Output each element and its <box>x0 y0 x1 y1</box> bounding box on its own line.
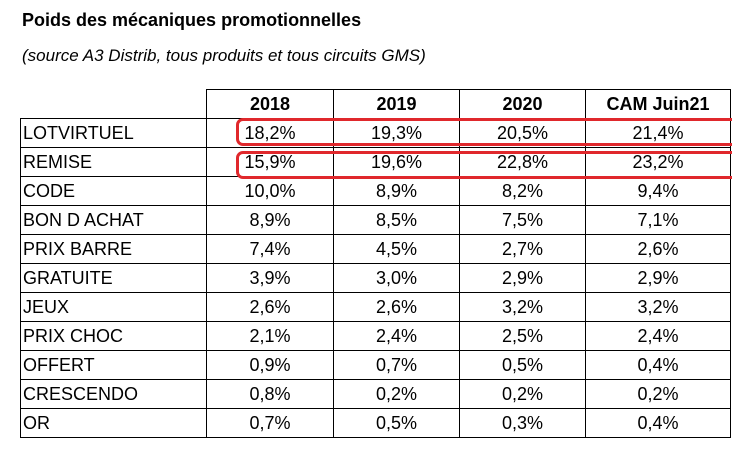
value-cell: 2,5% <box>459 321 586 351</box>
row-label: GRATUITE <box>20 263 207 293</box>
value-cell: 2,6% <box>585 234 731 264</box>
page-title: Poids des mécaniques promotionnelles <box>22 10 362 30</box>
value-cell: 9,4% <box>585 176 731 206</box>
value-cell: 7,5% <box>459 205 586 235</box>
value-cell: 0,8% <box>206 379 334 409</box>
column-header-2018: 2018 <box>206 89 334 119</box>
value-cell: 3,2% <box>585 292 731 322</box>
value-cell: 2,6% <box>333 292 460 322</box>
column-header-2019: 2019 <box>333 89 460 119</box>
value-cell: 0,4% <box>585 408 731 438</box>
value-cell: 0,7% <box>206 408 334 438</box>
row-label: LOTVIRTUEL <box>20 118 207 148</box>
promo-mechanics-table: 2018 2019 2020 CAM Juin21 LOTVIRTUEL 18,2… <box>20 89 731 438</box>
table-row: GRATUITE 3,9% 3,0% 2,9% 2,9% <box>20 263 731 293</box>
value-cell: 7,4% <box>206 234 334 264</box>
table-row: OFFERT 0,9% 0,7% 0,5% 0,4% <box>20 350 731 380</box>
row-label: CRESCENDO <box>20 379 207 409</box>
row-label: OFFERT <box>20 350 207 380</box>
table-row: CRESCENDO 0,8% 0,2% 0,2% 0,2% <box>20 379 731 409</box>
value-cell: 8,9% <box>206 205 334 235</box>
row-label: REMISE <box>20 147 207 177</box>
value-cell: 8,2% <box>459 176 586 206</box>
table-row: CODE 10,0% 8,9% 8,2% 9,4% <box>20 176 731 206</box>
table-corner-cell <box>20 89 207 119</box>
table-row: PRIX CHOC 2,1% 2,4% 2,5% 2,4% <box>20 321 731 351</box>
value-cell: 2,6% <box>206 292 334 322</box>
row-label: PRIX CHOC <box>20 321 207 351</box>
value-cell: 0,2% <box>333 379 460 409</box>
table-header-row: 2018 2019 2020 CAM Juin21 <box>20 89 731 119</box>
value-cell: 0,5% <box>459 350 586 380</box>
row-label: PRIX BARRE <box>20 234 207 264</box>
value-cell: 4,5% <box>333 234 460 264</box>
value-cell: 2,9% <box>585 263 731 293</box>
value-cell: 0,4% <box>585 350 731 380</box>
row-label: BON D ACHAT <box>20 205 207 235</box>
value-cell: 3,9% <box>206 263 334 293</box>
table-row: JEUX 2,6% 2,6% 3,2% 3,2% <box>20 292 731 322</box>
row-label: CODE <box>20 176 207 206</box>
table-row: PRIX BARRE 7,4% 4,5% 2,7% 2,6% <box>20 234 731 264</box>
value-cell: 0,2% <box>459 379 586 409</box>
row-label: JEUX <box>20 292 207 322</box>
page-subtitle: (source A3 Distrib, tous produits et tou… <box>22 46 426 65</box>
value-cell: 7,1% <box>585 205 731 235</box>
value-cell: 8,9% <box>333 176 460 206</box>
value-cell: 2,4% <box>585 321 731 351</box>
column-header-cam-juin21: CAM Juin21 <box>585 89 731 119</box>
value-cell: 2,9% <box>459 263 586 293</box>
value-cell: 2,4% <box>333 321 460 351</box>
value-cell: 0,7% <box>333 350 460 380</box>
table-body: LOTVIRTUEL 18,2% 19,3% 20,5% 21,4% REMISE 15,9… <box>20 118 731 438</box>
highlight-box-remise <box>236 151 732 179</box>
row-label: OR <box>20 408 207 438</box>
table-row: OR 0,7% 0,5% 0,3% 0,4% <box>20 408 731 438</box>
value-cell: 0,2% <box>585 379 731 409</box>
value-cell: 0,9% <box>206 350 334 380</box>
value-cell: 8,5% <box>333 205 460 235</box>
column-header-2020: 2020 <box>459 89 586 119</box>
value-cell: 2,1% <box>206 321 334 351</box>
table-row: BON D ACHAT 8,9% 8,5% 7,5% 7,1% <box>20 205 731 235</box>
value-cell: 0,5% <box>333 408 460 438</box>
highlight-box-lotvirtuel <box>236 118 732 146</box>
value-cell: 3,2% <box>459 292 586 322</box>
value-cell: 0,3% <box>459 408 586 438</box>
value-cell: 2,7% <box>459 234 586 264</box>
value-cell: 10,0% <box>206 176 334 206</box>
value-cell: 3,0% <box>333 263 460 293</box>
